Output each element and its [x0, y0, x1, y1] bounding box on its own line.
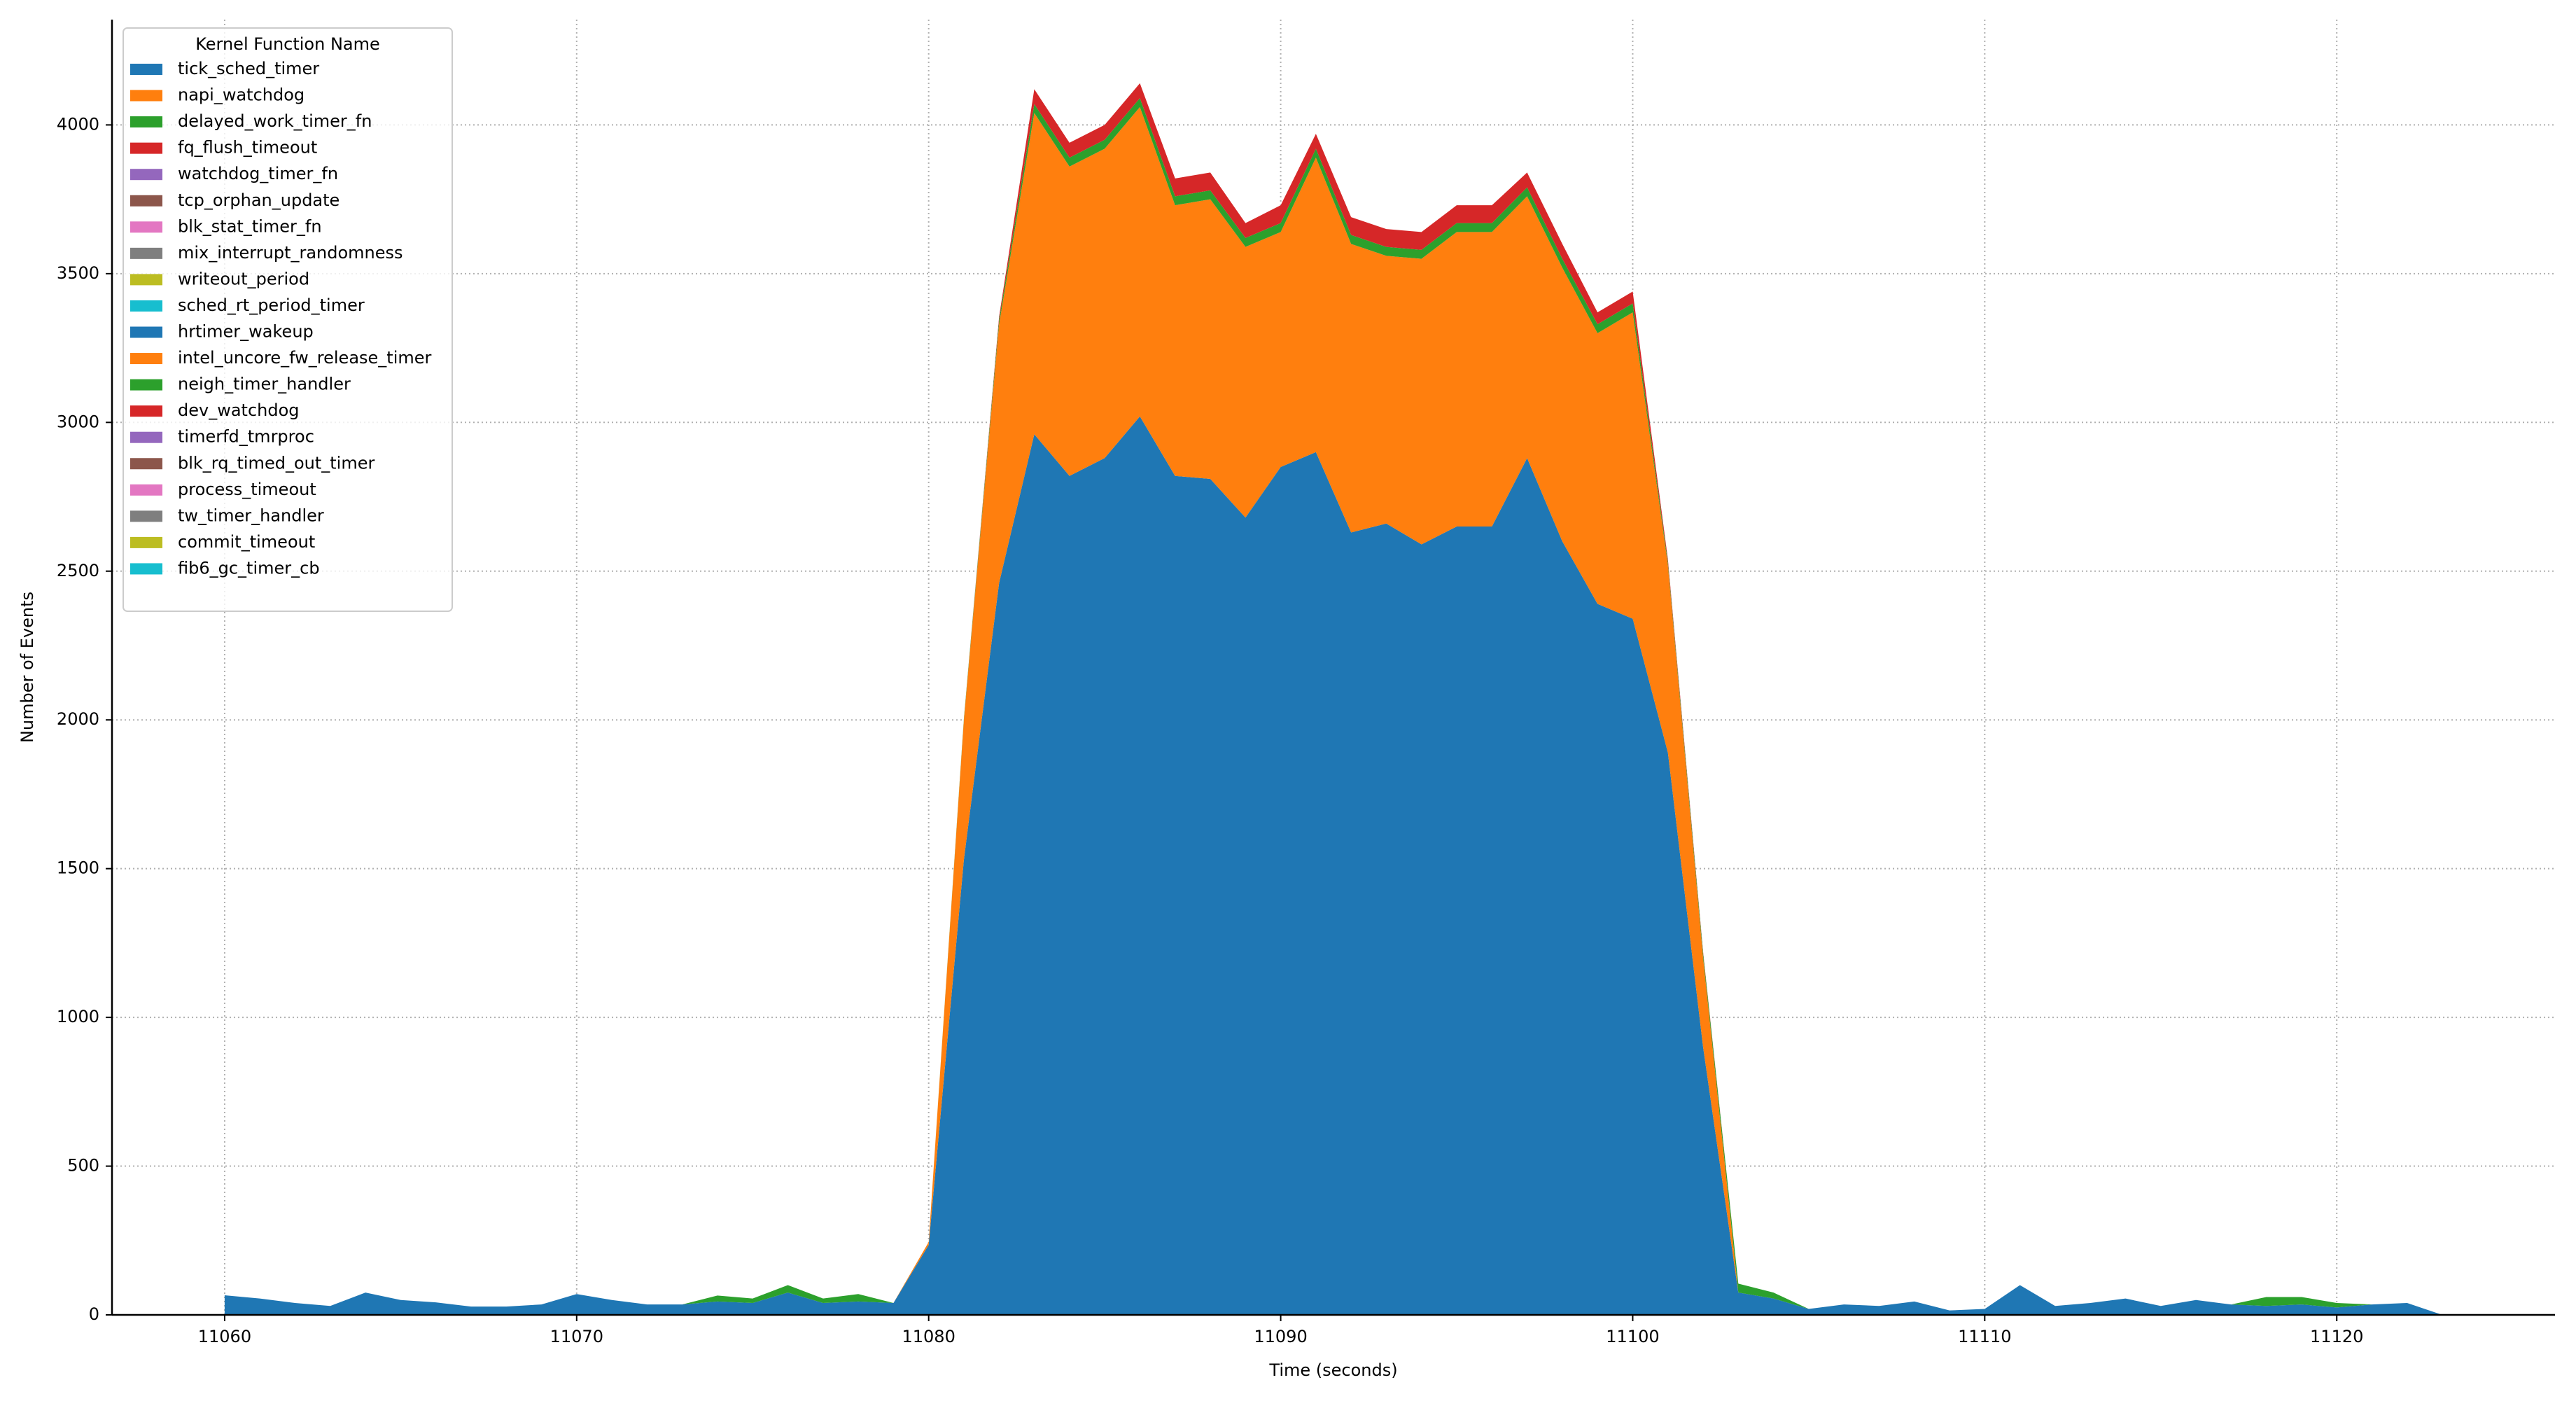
y-tick-label: 500: [67, 1156, 99, 1176]
legend-swatch: [130, 274, 162, 286]
legend-box: [122, 27, 453, 612]
y-tick-label: 2000: [57, 709, 99, 729]
legend-title: Kernel Function Name: [195, 34, 380, 54]
y-tick-label: 3500: [57, 263, 99, 283]
legend-swatch: [130, 431, 162, 443]
legend-label: sched_rt_period_timer: [178, 295, 365, 315]
x-axis-label: Time (seconds): [1268, 1360, 1397, 1380]
legend-swatch: [130, 116, 162, 128]
legend: Kernel Function Name tick_sched_timernapi…: [122, 27, 453, 612]
area-layer: [224, 83, 2443, 1316]
y-tick-label: 0: [89, 1304, 99, 1324]
y-tick-label: 1000: [57, 1007, 99, 1026]
legend-label: process_timeout: [178, 480, 316, 499]
legend-swatch: [130, 379, 162, 391]
legend-swatch: [130, 142, 162, 154]
legend-swatch: [130, 169, 162, 181]
legend-swatch: [130, 195, 162, 207]
x-tick-label: 11090: [1254, 1327, 1307, 1346]
legend-label: timerfd_tmrproc: [178, 427, 314, 447]
legend-swatch: [130, 353, 162, 365]
axes-layer: 11060 11070 11080 11090 11100 11110 11120 0 500 1…: [57, 20, 2555, 1346]
legend-swatch: [130, 247, 162, 259]
legend-swatch: [130, 458, 162, 470]
legend-label: hrtimer_wakeup: [178, 322, 314, 342]
x-tick-label: 11120: [2310, 1327, 2363, 1346]
legend-label: watchdog_timer_fn: [178, 164, 338, 183]
legend-swatch: [130, 90, 162, 102]
legend-label: delayed_work_timer_fn: [178, 111, 372, 131]
legend-label: commit_timeout: [178, 532, 315, 552]
legend-label: mix_interrupt_randomness: [178, 243, 403, 263]
legend-swatch: [130, 405, 162, 417]
legend-label: tcp_orphan_update: [178, 190, 340, 210]
area: [224, 106, 2443, 1315]
legend-swatch: [130, 221, 162, 233]
legend-label: dev_watchdog: [178, 400, 300, 420]
legend-swatch: [130, 563, 162, 575]
legend-label: tw_timer_handler: [178, 506, 324, 525]
legend-label: fq_flush_timeout: [178, 138, 317, 158]
legend-swatch: [130, 300, 162, 312]
legend-swatch: [130, 484, 162, 496]
area: [224, 416, 2443, 1315]
legend-label: blk_rq_timed_out_timer: [178, 453, 374, 473]
legend-swatch: [130, 64, 162, 75]
legend-label: writeout_period: [178, 269, 309, 288]
legend-label: intel_uncore_fw_release_timer: [178, 348, 432, 368]
y-tick-label: 3000: [57, 412, 99, 431]
legend-label: neigh_timer_handler: [178, 375, 351, 394]
x-tick-label: 11070: [550, 1327, 603, 1346]
y-tick-label: 1500: [57, 858, 99, 878]
x-tick-label: 11060: [198, 1327, 251, 1346]
y-tick-label: 4000: [57, 114, 99, 134]
x-tick-label: 11100: [1606, 1327, 1659, 1346]
legend-label: blk_stat_timer_fn: [178, 216, 322, 236]
x-tick-label: 11080: [902, 1327, 955, 1346]
legend-swatch: [130, 510, 162, 522]
y-axis-label: Number of Events: [18, 592, 37, 743]
legend-swatch: [130, 536, 162, 548]
legend-label: napi_watchdog: [178, 85, 304, 105]
legend-swatch: [130, 326, 162, 338]
legend-label: fib6_gc_timer_cb: [178, 558, 320, 578]
x-tick-label: 11110: [1958, 1327, 2011, 1346]
legend-label: tick_sched_timer: [178, 59, 319, 78]
y-tick-label: 2500: [57, 561, 99, 580]
